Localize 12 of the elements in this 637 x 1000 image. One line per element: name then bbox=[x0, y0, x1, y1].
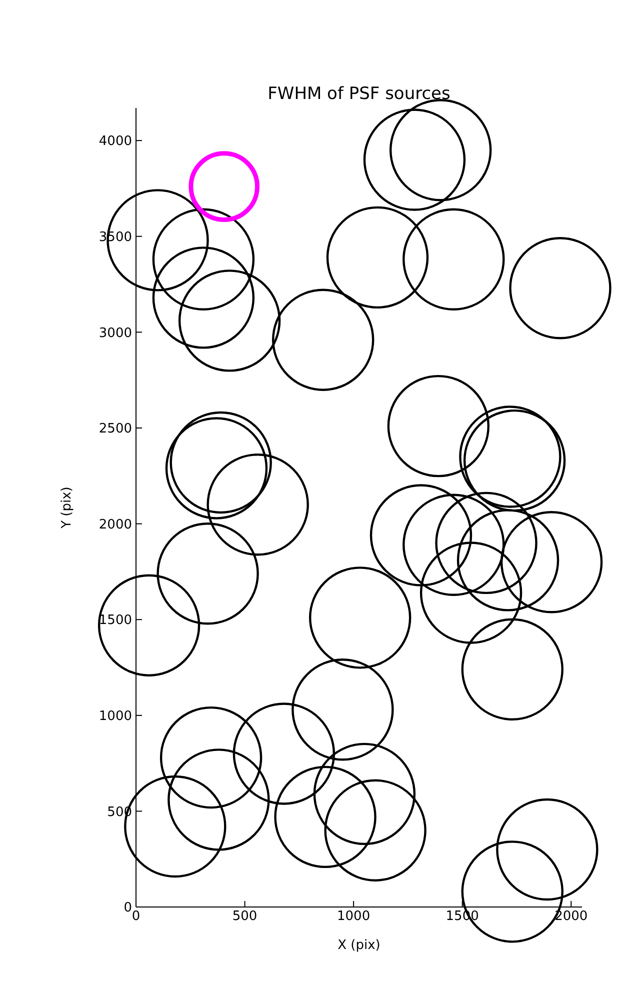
chart-title: FWHM of PSF sources bbox=[266, 84, 452, 104]
y-tick-label: 1500 bbox=[98, 613, 132, 628]
y-tick-label: 2500 bbox=[98, 422, 132, 437]
x-tick-label: 500 bbox=[232, 909, 258, 924]
y-tick-label: 1000 bbox=[98, 709, 132, 724]
y-tick-label: 2000 bbox=[98, 517, 132, 532]
y-axis-title: Y (pix) bbox=[60, 486, 75, 530]
x-axis-title: X (pix) bbox=[338, 938, 380, 953]
x-tick-label: 2000 bbox=[554, 909, 588, 924]
x-tick-label: 1000 bbox=[337, 909, 370, 924]
y-tick-label: 3000 bbox=[98, 326, 132, 341]
y-tick-label: 4000 bbox=[98, 134, 132, 150]
